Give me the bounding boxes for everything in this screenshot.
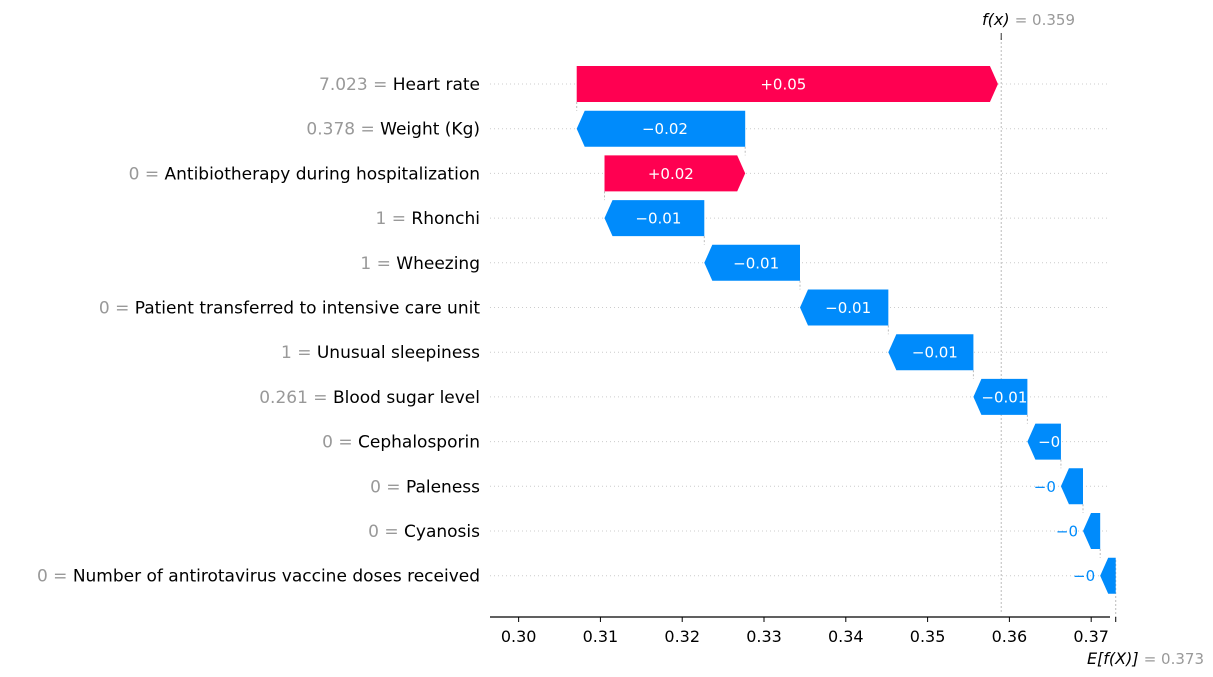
- feature-value: 0 =: [37, 567, 73, 587]
- x-tick-label: 0.31: [583, 627, 619, 646]
- bar-label-2: −0.02: [642, 120, 688, 138]
- gridlines: [490, 83, 1110, 577]
- bar-label-12: −0: [1073, 567, 1095, 585]
- feature-value: 0 =: [129, 164, 165, 184]
- bar-5: [704, 244, 800, 281]
- feature-name: Unusual sleepiness: [317, 343, 480, 363]
- feature-name: Paleness: [406, 477, 480, 497]
- fx-annotation-text: f(x) = 0.359: [982, 10, 1075, 29]
- feature-value: 0.378 =: [306, 120, 380, 140]
- x-tick-label: 0.35: [910, 627, 946, 646]
- feature-name: Wheezing: [396, 254, 480, 274]
- feature-value: 0 =: [368, 522, 404, 542]
- bar-4: [604, 200, 705, 237]
- feature-label-1: 7.023 = Heart rate: [319, 75, 480, 95]
- bar-6: [800, 289, 889, 326]
- efx-annotation-text: E[f(X)] = 0.373: [1087, 649, 1204, 668]
- x-axis: 0.30 0.31 0.32 0.33 0.34 0.35 0.36 0.37: [490, 616, 1117, 646]
- x-tick-label: 0.36: [992, 627, 1028, 646]
- bar-8: [973, 378, 1028, 415]
- bar-10: [1060, 468, 1084, 505]
- bar-label-5: −0.01: [733, 254, 779, 272]
- bars: +0.05 −0.02 +0.02 −0.01 −0.01 −0.01 −0.01 −0.01…: [576, 66, 1116, 594]
- x-tick-label: 0.33: [746, 627, 782, 646]
- feature-label-6: 0 = Patient transferred to intensive car…: [99, 299, 480, 319]
- feature-name: Heart rate: [393, 75, 480, 95]
- bar-2: [576, 110, 746, 147]
- feature-value: 1 =: [360, 254, 396, 274]
- feature-name: Number of antirotavirus vaccine doses re…: [73, 567, 480, 587]
- fx-eq: =: [1015, 11, 1032, 29]
- bar-label-10: −0: [1034, 478, 1056, 496]
- efx-label: E[f(X)]: [1087, 649, 1139, 668]
- feature-value: 0 =: [322, 433, 358, 453]
- feature-name: Blood sugar level: [333, 388, 480, 408]
- feature-name: Cephalosporin: [358, 433, 480, 453]
- efx-annotation: E[f(X)] = 0.373: [1087, 649, 1204, 668]
- bar-label-4: −0.01: [635, 210, 681, 228]
- bar-12: [1100, 557, 1116, 594]
- bar-3: [604, 155, 746, 192]
- feature-label-7: 1 = Unusual sleepiness: [281, 343, 480, 363]
- feature-name: Weight (Kg): [380, 120, 480, 140]
- feature-value: 0 =: [370, 477, 406, 497]
- feature-name: Patient transferred to intensive care un…: [135, 299, 481, 319]
- bar-label-1: +0.05: [760, 76, 806, 94]
- bar-label-9: −0: [1038, 433, 1060, 451]
- x-tick-label: 0.34: [828, 627, 864, 646]
- x-tick-label: 0.37: [1073, 627, 1109, 646]
- feature-name: Cyanosis: [404, 522, 480, 542]
- feature-label-5: 1 = Wheezing: [360, 254, 480, 274]
- bar-1: [576, 66, 998, 102]
- feature-label-4: 1 = Rhonchi: [376, 209, 480, 229]
- feature-value: 1 =: [376, 209, 412, 229]
- bar-label-6: −0.01: [825, 299, 871, 317]
- feature-value: 0.261 =: [259, 388, 333, 408]
- fx-annotation: f(x) = 0.359: [982, 10, 1075, 29]
- feature-name: Antibiotherapy during hospitalization: [165, 164, 481, 184]
- bar-7: [888, 334, 974, 371]
- bar-label-7: −0.01: [912, 344, 958, 362]
- fx-value: 0.359: [1032, 11, 1075, 29]
- efx-value: 0.373: [1161, 650, 1204, 668]
- feature-label-2: 0.378 = Weight (Kg): [306, 120, 480, 140]
- feature-value: 7.023 =: [319, 75, 393, 95]
- feature-label-9: 0 = Cephalosporin: [322, 433, 480, 453]
- feature-label-10: 0 = Paleness: [370, 477, 480, 497]
- feature-label-12: 0 = Number of antirotavirus vaccine dose…: [37, 567, 480, 587]
- efx-eq: =: [1144, 650, 1161, 668]
- bar-9: [1027, 423, 1061, 460]
- x-tick-label: 0.32: [664, 627, 700, 646]
- feature-value: 0 =: [99, 299, 135, 319]
- bar-label-3: +0.02: [648, 165, 694, 183]
- bar-label-11: −0: [1056, 523, 1078, 541]
- feature-value: 1 =: [281, 343, 317, 363]
- x-tick-label: 0.30: [501, 627, 537, 646]
- feature-label-3: 0 = Antibiotherapy during hospitalizatio…: [129, 164, 480, 184]
- bar-label-8: −0.01: [981, 388, 1027, 406]
- feature-labels: 7.023 = Heart rate 0.378 = Weight (Kg) 0 =…: [37, 75, 480, 587]
- feature-label-8: 0.261 = Blood sugar level: [259, 388, 480, 408]
- feature-label-11: 0 = Cyanosis: [368, 522, 480, 542]
- bar-11: [1083, 513, 1101, 549]
- fx-label: f(x): [982, 10, 1010, 29]
- feature-name: Rhonchi: [411, 209, 480, 229]
